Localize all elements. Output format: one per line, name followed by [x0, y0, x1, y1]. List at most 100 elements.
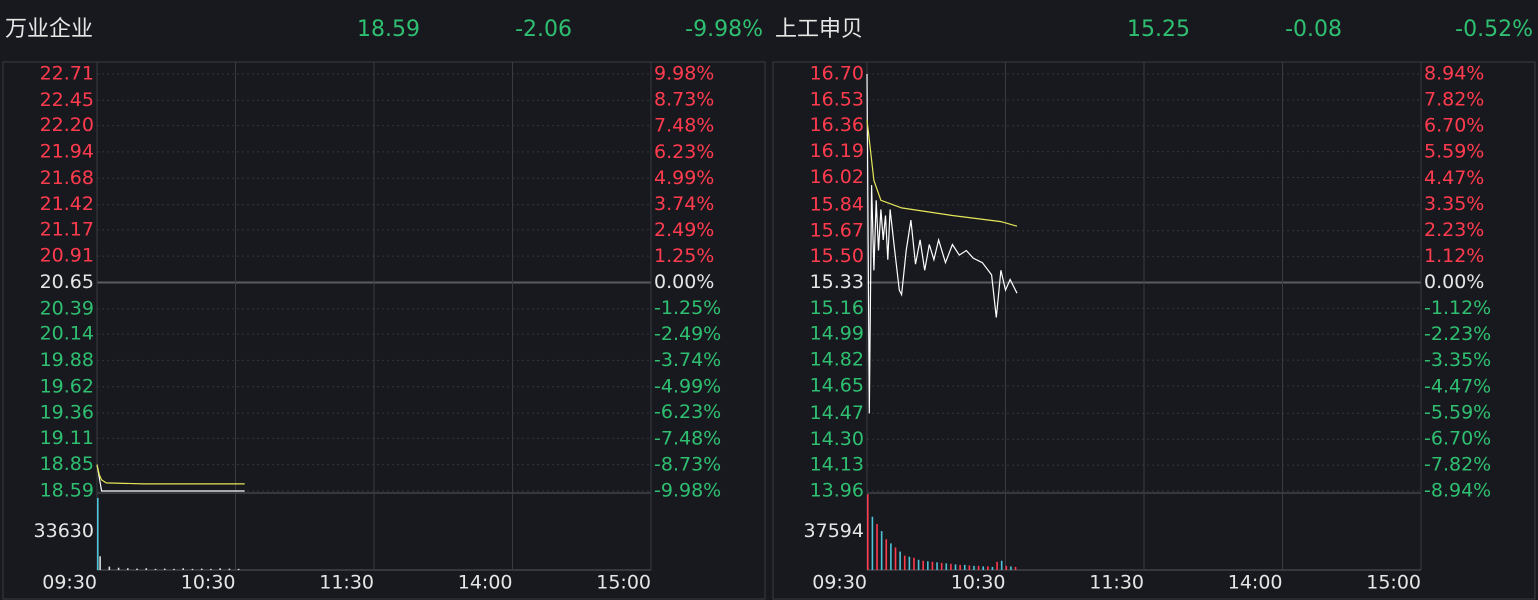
volume-bar — [963, 564, 966, 570]
y-tick-label: 16.19 — [810, 140, 864, 162]
volume-bar — [99, 556, 101, 570]
x-tick-label: 10:30 — [181, 572, 236, 594]
y-tick-label: 18.59 — [40, 480, 94, 502]
y2-tick-label: 4.47% — [1424, 167, 1484, 189]
stock-name: 上工申贝 — [775, 17, 863, 42]
volume-bar — [973, 565, 975, 570]
y-tick-label: 20.39 — [40, 297, 94, 319]
y-tick-label: 15.33 — [810, 271, 864, 293]
y-tick-label: 19.62 — [40, 375, 94, 397]
y-tick-label: 22.20 — [40, 114, 94, 136]
volume-bar — [1000, 560, 1003, 570]
volume-bar — [210, 568, 212, 570]
y-tick-label: 14.47 — [810, 402, 864, 424]
y2-tick-label: -7.82% — [1424, 453, 1491, 475]
volume-bar — [867, 494, 869, 570]
stock-name: 万业企业 — [5, 17, 93, 42]
y2-tick-label: 1.12% — [1424, 245, 1484, 267]
y2-tick-label: -6.70% — [1424, 427, 1491, 449]
y-tick-label: 21.68 — [40, 167, 94, 189]
x-tick-label: 10:30 — [951, 572, 1006, 594]
y-tick-label: 21.94 — [40, 140, 94, 162]
volume-bar — [894, 547, 897, 570]
volume-bar — [117, 567, 120, 570]
y2-tick-label: 2.23% — [1424, 219, 1484, 241]
stock-price: 15.25 — [1127, 17, 1190, 42]
x-tick-label: 09:30 — [42, 572, 97, 594]
y-tick-label: 21.17 — [40, 218, 94, 240]
volume-bar — [959, 564, 961, 570]
y-tick-label: 14.13 — [810, 454, 864, 476]
y-tick-label: 16.53 — [810, 88, 864, 110]
y-tick-label: 19.11 — [40, 427, 94, 449]
y-tick-label: 19.88 — [40, 349, 94, 371]
y-tick-label: 14.82 — [810, 349, 864, 371]
y-tick-label: 20.65 — [40, 271, 94, 293]
y2-tick-label: 5.59% — [1424, 141, 1484, 163]
y2-tick-label: -2.23% — [1424, 323, 1491, 345]
stock-change-pct: -9.98% — [685, 17, 763, 42]
volume-bar — [154, 568, 157, 570]
y2-tick-label: 6.70% — [1424, 115, 1484, 137]
x-tick-label: 11:30 — [319, 572, 374, 594]
volume-bar — [982, 566, 985, 570]
volume-bar — [996, 561, 998, 570]
volume-bar — [890, 543, 892, 570]
volume-bar — [871, 516, 874, 570]
price-line — [866, 73, 1018, 414]
volume-bar — [954, 564, 957, 570]
volume-bar — [987, 566, 989, 570]
price-line — [96, 464, 245, 492]
x-tick-label: 15:00 — [596, 572, 651, 594]
volume-bar — [936, 562, 938, 570]
volume-bar — [145, 568, 148, 570]
stock-price: 18.59 — [357, 17, 420, 42]
y-tick-label: 14.30 — [810, 428, 864, 450]
volume-bar — [1005, 565, 1008, 570]
y-tick-label: 20.91 — [40, 245, 94, 267]
volume-bar — [1014, 566, 1017, 570]
volume-tick-label: 37594 — [804, 520, 864, 542]
volume-bar — [876, 523, 878, 570]
volume-bar — [927, 561, 929, 570]
y2-tick-label: 1.25% — [654, 245, 714, 267]
y2-tick-label: 8.73% — [654, 89, 714, 111]
volume-bar — [940, 562, 943, 570]
volume-bar — [931, 561, 934, 570]
volume-bar — [913, 557, 915, 570]
volume-bar — [219, 568, 221, 570]
y-tick-label: 14.65 — [810, 374, 864, 396]
y2-tick-label: -9.98% — [654, 480, 721, 502]
x-tick-label: 15:00 — [1366, 572, 1421, 594]
y2-tick-label: 2.49% — [654, 219, 714, 241]
volume-bar — [97, 497, 99, 570]
y2-tick-label: 0.00% — [1424, 271, 1484, 293]
y2-tick-label: -6.23% — [654, 401, 721, 423]
volume-bar — [237, 568, 240, 570]
x-tick-label: 14:00 — [458, 572, 513, 594]
y2-tick-label: -5.59% — [1424, 401, 1491, 423]
y-tick-label: 22.45 — [40, 89, 94, 111]
y-tick-label: 14.99 — [810, 323, 864, 345]
y-tick-label: 16.02 — [810, 166, 864, 188]
y2-tick-label: 7.48% — [654, 115, 714, 137]
y-tick-label: 19.36 — [40, 402, 94, 424]
panel-frame — [2, 61, 766, 600]
y2-tick-label: 4.99% — [654, 167, 714, 189]
volume-bar — [991, 566, 994, 570]
y-tick-label: 21.42 — [40, 193, 94, 215]
y-tick-label: 16.36 — [810, 114, 864, 136]
volume-bar — [127, 568, 129, 570]
volume-bar — [977, 565, 980, 570]
y2-tick-label: -1.25% — [654, 297, 721, 319]
volume-bar — [1010, 566, 1012, 570]
y-tick-label: 15.84 — [810, 193, 864, 215]
volume-bar — [908, 556, 911, 570]
volume-bar — [899, 551, 901, 570]
volume-bar — [917, 559, 920, 570]
y-tick-label: 13.96 — [810, 480, 864, 502]
y2-tick-label: -1.12% — [1424, 297, 1491, 319]
stock-change: -2.06 — [515, 17, 572, 42]
y2-tick-label: -3.35% — [1424, 349, 1491, 371]
y2-tick-label: -8.94% — [1424, 480, 1491, 502]
